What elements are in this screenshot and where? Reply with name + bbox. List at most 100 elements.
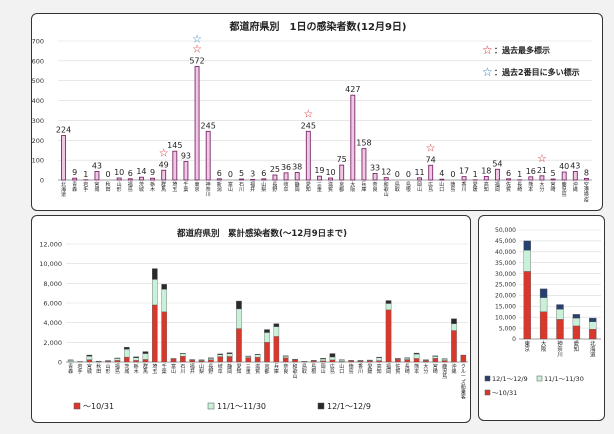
x-tick-label: 滋賀 [255, 363, 260, 375]
x-tick-label: 佐賀 [506, 181, 511, 193]
x-tick-label: 岡山 [417, 182, 422, 193]
x-tick-label: 長崎 [517, 182, 522, 193]
data-label: 427 [345, 85, 360, 94]
data-label: 33 [370, 163, 380, 172]
data-label: 3 [250, 169, 255, 178]
y-tick-label: 30,000 [495, 271, 516, 278]
bar [372, 172, 378, 181]
y-tick-label: 45,000 [495, 238, 516, 245]
x-tick-label: 広島 [428, 181, 433, 193]
stacked-bar-segment [556, 308, 564, 320]
y-tick-label: 400 [32, 97, 44, 105]
x-tick-label: 高知 [377, 363, 382, 375]
x-tick-label: 鹿児島 [442, 363, 447, 380]
x-tick-label: 福井 [250, 181, 255, 193]
stacked-bar-segment [133, 360, 139, 363]
stacked-bar-segment [310, 360, 317, 363]
data-label: 12 [381, 168, 391, 177]
y-tick-label: 10,000 [495, 314, 516, 321]
x-tick-label: 兵庫 [361, 181, 366, 193]
x-tick-label: 高知 [484, 181, 489, 193]
cumulative-cases-chart: 都道府県別 累計感染者数(～12月9日まで) 0 2,000 4,000 6,000 8… [39, 228, 468, 411]
data-label: 43 [570, 161, 580, 170]
legend-label: 12/1～12/9 [327, 402, 371, 411]
bar [272, 174, 278, 181]
bar [528, 176, 534, 181]
stacked-bar-segment [152, 279, 158, 306]
stacked-bar-segment [539, 311, 548, 340]
stacked-bar-segment [451, 323, 457, 331]
bar [561, 171, 567, 181]
stacked-bar-segment [423, 360, 429, 363]
x-tick-label: 千葉 [183, 181, 188, 193]
x-tick-label: 岡山 [321, 364, 326, 375]
y-tick-label: 40,000 [495, 249, 516, 256]
record-high-star-icon: ☆ [303, 107, 313, 120]
stacked-bar-segment [572, 314, 581, 319]
stacked-bar-segment [329, 356, 336, 361]
x-tick-label: 京都 [339, 181, 344, 193]
x-tick-label: 香川 [462, 181, 467, 193]
bar [150, 177, 156, 181]
stacked-bar-segment [339, 359, 345, 362]
stacked-bar-segment [556, 319, 564, 340]
stacked-bar-segment [539, 288, 548, 298]
bar [205, 130, 211, 181]
stacked-bar-segment [236, 300, 242, 310]
data-label: 21 [537, 166, 547, 175]
stacked-bar-segment [367, 360, 373, 363]
x-tick-label: 愛知 [306, 181, 311, 193]
stacked-bar-segment [264, 332, 270, 343]
y-tick-label: 35,000 [495, 260, 516, 267]
y-tick-label: 10,000 [39, 260, 62, 268]
bar [250, 178, 256, 181]
bar [417, 177, 423, 181]
x-tick-label: 滋賀 [328, 181, 333, 193]
data-label: 5 [239, 169, 244, 178]
x-tick-label: 山口 [439, 181, 444, 193]
data-label: 10 [325, 168, 335, 177]
stacked-bar-segment [376, 357, 382, 361]
legend-swatch [73, 402, 81, 410]
stacked-bar-segment [432, 358, 439, 363]
stacked-bar-segment [254, 354, 261, 358]
bar [539, 175, 545, 181]
stacked-bar-segment [142, 359, 149, 363]
daily-cases-chart: 都道府県別 1日の感染者数(12月9日) ☆ ：過去最多標示 ☆ ：過去2番目に… [32, 20, 592, 203]
stacked-bar-segment [329, 353, 336, 358]
stacked-bar-segment [123, 349, 130, 358]
bar [572, 171, 578, 181]
data-label: 93 [181, 152, 191, 161]
data-label: 17 [459, 167, 469, 176]
legend-swatch [317, 402, 325, 410]
x-tick-label: 三重 [317, 182, 322, 193]
x-tick-label: 福井 [190, 363, 195, 375]
x-tick-label: 長野 [208, 364, 213, 375]
x-tick-label: 鳥取 [302, 363, 307, 375]
stacked-bar-segment [152, 268, 158, 280]
x-tick-label: 香川 [358, 363, 363, 375]
x-tick-label: 東京 [195, 181, 200, 193]
bar [350, 94, 356, 181]
stacked-bar-segment [441, 358, 448, 361]
x-tick-label: 大分 [423, 363, 428, 375]
x-tick-label: 沖縄 [451, 363, 456, 375]
data-label: 6 [506, 169, 511, 178]
data-label: 0 [106, 170, 111, 179]
y-tick-label: 5,000 [499, 325, 516, 332]
data-label: 245 [201, 121, 216, 130]
bar [116, 177, 122, 181]
bar [183, 161, 189, 181]
stacked-bar-segment [161, 284, 167, 290]
stacked-bar-segment [404, 359, 411, 363]
bar [339, 164, 345, 181]
y-tick-label: 600 [32, 57, 44, 65]
stacked-bar-segment [413, 358, 420, 363]
x-tick-label: クルーズ船乗客 [461, 364, 466, 401]
x-tick-label: 岐阜 [218, 363, 223, 375]
stacked-bar-segment [451, 318, 457, 324]
stacked-bar-segment [413, 352, 420, 355]
x-tick-label: 和歌山 [384, 181, 389, 198]
data-label: 36 [281, 163, 291, 172]
x-tick-label: 神奈川 [557, 340, 563, 359]
